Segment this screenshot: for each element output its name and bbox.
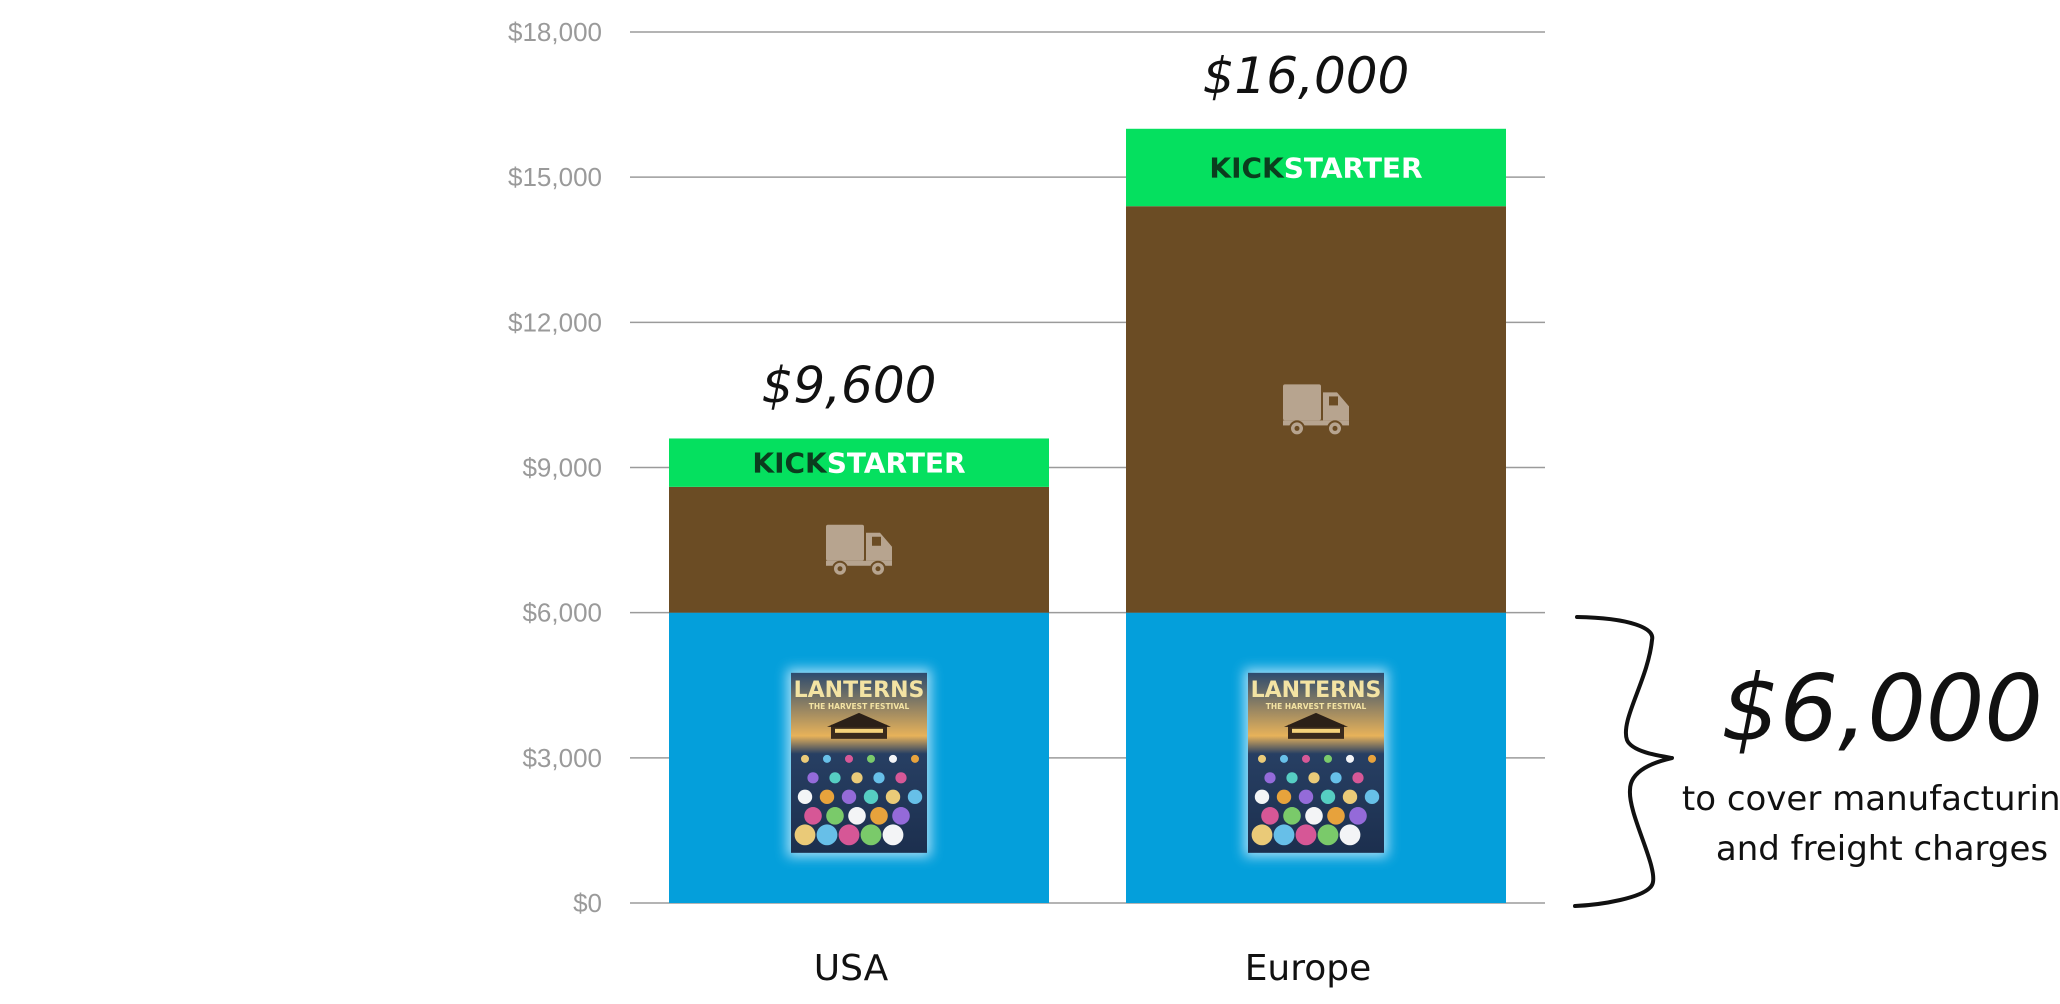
y-tick-label: $18,000 — [508, 17, 602, 47]
bar-segment — [669, 438, 1049, 487]
svg-text:THE HARVEST FESTIVAL: THE HARVEST FESTIVAL — [809, 702, 910, 711]
svg-text:KICKSTARTER: KICKSTARTER — [1209, 151, 1422, 184]
bar-total-label: $16,000 — [1203, 47, 1410, 105]
svg-text:KICKSTARTER: KICKSTARTER — [752, 447, 965, 480]
annotation-amount: $6,000 — [1721, 655, 2043, 762]
y-tick-label: $15,000 — [508, 162, 602, 192]
kickstarter-logo: KICKSTARTER — [1209, 151, 1422, 184]
truck-icon — [826, 524, 892, 577]
bar-labels: USA $9,600 Europe $16,000 — [762, 47, 1410, 989]
x-category-label: Europe — [1245, 948, 1372, 989]
curly-brace-icon — [1573, 615, 1674, 908]
y-tick-label: $9,000 — [522, 453, 602, 483]
y-tick-label: $3,000 — [522, 743, 602, 773]
annotation-line-2: and freight charges — [1716, 829, 2048, 869]
svg-text:LANTERNS: LANTERNS — [794, 678, 925, 703]
y-tick-label: $6,000 — [522, 598, 602, 628]
truck-icon — [1283, 384, 1349, 437]
svg-text:THE HARVEST FESTIVAL: THE HARVEST FESTIVAL — [1266, 702, 1367, 711]
x-category-label: USA — [814, 948, 889, 989]
annotation-line-1: to cover manufacturing — [1682, 779, 2060, 819]
svg-text:LANTERNS: LANTERNS — [1251, 678, 1382, 703]
bar-segment — [1126, 128, 1506, 207]
y-tick-label: $12,000 — [508, 307, 602, 337]
bar-total-label: $9,600 — [762, 356, 937, 414]
kickstarter-logo: KICKSTARTER — [752, 447, 965, 480]
y-axis-tick-labels: $0 $3,000 $6,000 $9,000 $12,000 $15,000 $18,00… — [508, 17, 602, 918]
y-tick-label: $0 — [573, 888, 602, 918]
six-thousand-annotation: $6,000 to cover manufacturing and freigh… — [1573, 615, 2060, 908]
